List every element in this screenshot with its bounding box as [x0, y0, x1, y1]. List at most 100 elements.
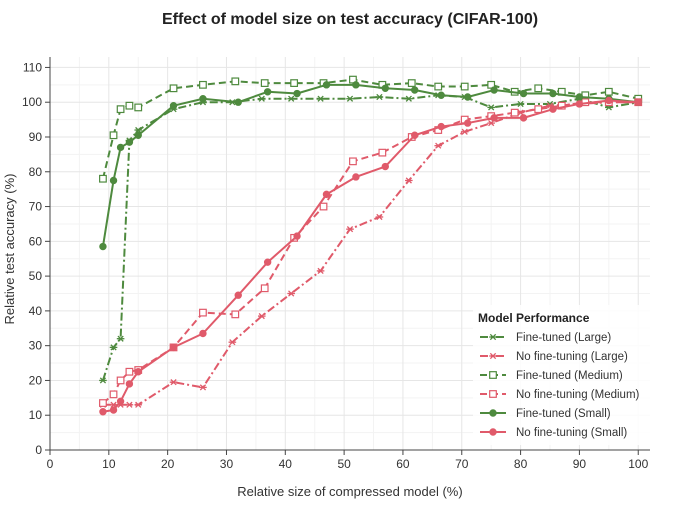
data-point-fine-tuned-small	[199, 95, 207, 103]
data-point-no-fine-tuning-medium	[319, 202, 328, 211]
data-point-no-fine-tuning-medium	[557, 101, 566, 110]
legend-title: Model Performance	[478, 311, 590, 325]
data-point-no-fine-tuning-medium	[199, 308, 207, 317]
data-point-fine-tuned-large	[134, 126, 143, 134]
data-point-no-fine-tuning-medium	[510, 108, 519, 117]
y-tick-label: 100	[22, 95, 42, 109]
y-tick-label: 30	[29, 339, 43, 353]
data-point-fine-tuned-small	[234, 98, 242, 106]
marker-stroke	[489, 333, 497, 341]
y-tick-label: 40	[29, 304, 43, 318]
data-point-no-fine-tuning-large	[405, 177, 413, 184]
marker-stroke	[489, 352, 497, 360]
data-point-no-fine-tuning-small	[134, 368, 142, 376]
marker-stroke	[546, 102, 554, 109]
data-point-fine-tuned-medium	[434, 82, 443, 91]
y-tick-label: 80	[29, 165, 43, 179]
legend-swatch-marker	[489, 371, 497, 379]
data-point-no-fine-tuning-small	[199, 329, 207, 338]
data-point-fine-tuned-small	[99, 242, 107, 251]
marker-stroke	[135, 126, 142, 134]
legend-item-fine-tuned-small: Fine-tuned (Small)	[480, 408, 611, 420]
marker-stroke	[346, 226, 354, 233]
data-point-fine-tuned-large	[516, 100, 525, 108]
y-axis-label: Relative test accuracy (%)	[2, 174, 17, 325]
data-point-fine-tuned-medium	[134, 103, 143, 112]
marker-stroke	[126, 401, 133, 408]
marker-stroke	[229, 339, 236, 346]
x-axis-label: Relative size of compressed model (%)	[237, 484, 462, 499]
marker-stroke	[376, 213, 383, 221]
data-point-fine-tuned-small	[411, 86, 419, 94]
y-tick-label: 60	[29, 234, 43, 248]
data-point-fine-tuned-medium	[460, 82, 469, 91]
data-point-fine-tuned-large	[257, 95, 266, 102]
data-point-no-fine-tuning-medium	[109, 390, 118, 399]
data-point-no-fine-tuning-large	[316, 267, 325, 275]
marker-stroke	[258, 312, 265, 320]
marker-stroke	[461, 128, 468, 135]
y-tick-label: 10	[29, 408, 43, 422]
marker-stroke	[258, 95, 265, 102]
legend-item-no-fine-tuning-medium: No fine-tuning (Medium)	[480, 389, 640, 401]
data-point-no-fine-tuning-medium	[378, 148, 387, 157]
legend-label: No fine-tuning (Small)	[516, 427, 627, 439]
marker-stroke	[110, 401, 117, 408]
data-point-fine-tuned-large	[99, 377, 107, 384]
marker-stroke	[317, 95, 324, 102]
data-point-fine-tuned-large	[487, 104, 495, 111]
data-point-no-fine-tuning-small	[322, 190, 331, 199]
data-point-fine-tuned-small	[575, 93, 584, 101]
data-point-no-fine-tuning-small	[169, 343, 178, 352]
series-line-fine-tuned-large	[101, 94, 639, 381]
series-line-no-fine-tuning-small	[102, 99, 639, 413]
legend-label: Fine-tuned (Small)	[516, 408, 611, 420]
y-tick-label: 50	[29, 269, 43, 283]
data-point-no-fine-tuning-large	[199, 384, 207, 391]
data-point-fine-tuned-small	[169, 101, 178, 110]
data-point-no-fine-tuning-small	[411, 131, 419, 139]
data-point-fine-tuned-medium	[109, 131, 118, 140]
data-point-fine-tuned-medium	[604, 87, 613, 96]
marker-stroke	[110, 344, 117, 351]
legend-swatch-marker	[489, 333, 497, 341]
series-line-no-fine-tuning-large	[102, 101, 639, 406]
data-point-no-fine-tuning-medium	[231, 310, 240, 319]
data-point-no-fine-tuning-small	[99, 408, 107, 416]
data-point-no-fine-tuning-medium	[260, 284, 269, 293]
x-tick-label: 0	[47, 457, 54, 471]
series-no-fine-tuning-small	[99, 96, 642, 416]
data-point-fine-tuned-medium	[407, 79, 416, 87]
legend-item-fine-tuned-medium: Fine-tuned (Medium)	[480, 370, 623, 382]
marker-stroke	[488, 104, 495, 111]
y-tick-label: 70	[29, 200, 43, 214]
data-point-fine-tuned-small	[437, 91, 445, 99]
data-point-no-fine-tuning-large	[287, 290, 295, 297]
legend-label: No fine-tuning (Large)	[516, 351, 628, 363]
data-point-no-fine-tuning-medium	[116, 376, 125, 385]
x-tick-label: 90	[573, 457, 587, 471]
marker-stroke	[376, 93, 383, 101]
axis-layer: 0 10 20 30 40 50 60 70 80 90 100 0 10 20 30 40 50 60 70 80 9…	[22, 57, 650, 471]
data-point-no-fine-tuning-small	[234, 291, 242, 299]
data-point-no-fine-tuning-small	[381, 162, 389, 171]
marker-stroke	[346, 95, 354, 102]
legend-swatch-marker	[489, 428, 497, 436]
data-point-fine-tuned-small	[109, 176, 118, 185]
legend-swatch-marker	[489, 352, 497, 360]
marker-stroke	[435, 142, 442, 149]
y-tick-label: 90	[29, 130, 43, 144]
y-tick-label: 20	[29, 373, 43, 387]
data-point-fine-tuned-medium	[125, 101, 134, 110]
x-tick-label: 80	[514, 457, 528, 471]
data-point-no-fine-tuning-medium	[125, 367, 134, 376]
data-point-no-fine-tuning-small	[490, 114, 498, 122]
marker-stroke	[170, 379, 177, 386]
data-point-no-fine-tuning-medium	[99, 399, 107, 407]
legend-item-no-fine-tuning-large: No fine-tuning (Large)	[480, 351, 628, 363]
legend-label: Fine-tuned (Large)	[516, 332, 611, 344]
legend-swatch-marker	[489, 409, 497, 417]
data-point-fine-tuned-medium	[290, 79, 299, 87]
legend-label: Fine-tuned (Medium)	[516, 370, 623, 382]
